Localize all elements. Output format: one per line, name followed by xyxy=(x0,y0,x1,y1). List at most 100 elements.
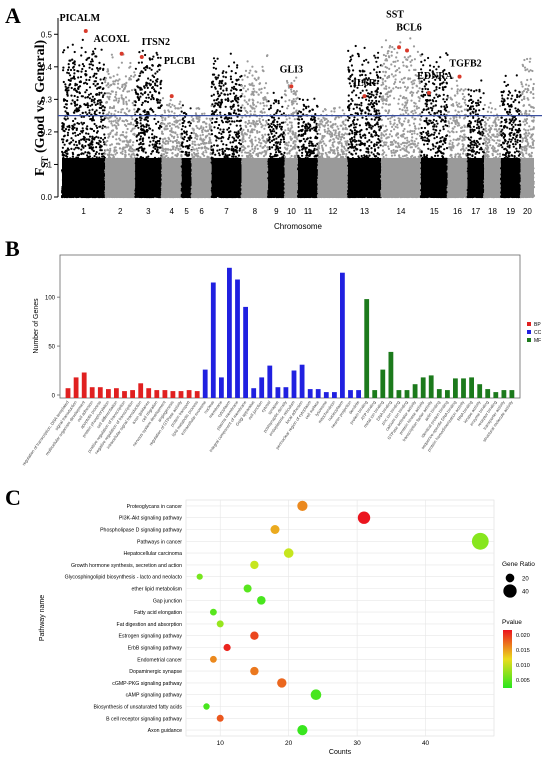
snp-point xyxy=(214,67,218,70)
snp-point xyxy=(107,72,110,75)
chromosome-2-points xyxy=(104,51,137,199)
snp-point xyxy=(151,86,154,89)
snp-point xyxy=(186,146,189,149)
snp-point xyxy=(152,55,155,58)
snp-point xyxy=(231,141,235,144)
snp-point xyxy=(197,106,200,110)
snp-point xyxy=(98,146,101,149)
snp-point xyxy=(65,139,68,143)
snp-band xyxy=(135,157,162,198)
snp-point xyxy=(146,100,150,104)
snp-point xyxy=(143,129,146,132)
snp-point xyxy=(71,128,74,131)
snp-point xyxy=(139,135,142,138)
snp-point xyxy=(217,152,220,155)
snp-point xyxy=(67,78,70,82)
snp-point xyxy=(111,135,114,138)
y-tick-label: 0.1 xyxy=(41,160,53,169)
snp-point xyxy=(246,145,250,148)
snp-point xyxy=(106,68,109,71)
snp-point xyxy=(103,136,107,139)
snp-point xyxy=(122,134,125,137)
snp-point xyxy=(98,125,101,128)
snp-point xyxy=(253,149,256,153)
snp-point xyxy=(210,129,213,132)
snp-point xyxy=(224,82,227,85)
snp-point xyxy=(212,62,215,65)
snp-point xyxy=(148,67,151,70)
snp-point xyxy=(88,56,91,59)
snp-point xyxy=(218,101,222,104)
snp-point xyxy=(129,145,132,148)
snp-point xyxy=(214,102,217,105)
snp-point xyxy=(149,127,152,130)
snp-point xyxy=(77,70,80,73)
snp-point xyxy=(77,76,80,79)
snp-point xyxy=(154,82,157,85)
snp-point xyxy=(180,134,183,137)
snp-point xyxy=(164,155,167,158)
snp-point xyxy=(239,147,242,150)
snp-point xyxy=(233,139,236,142)
snp-point xyxy=(122,120,126,123)
snp-point xyxy=(262,118,265,122)
snp-point xyxy=(239,128,242,131)
snp-point xyxy=(95,141,98,145)
snp-point xyxy=(91,95,94,98)
snp-point xyxy=(73,143,76,146)
snp-point xyxy=(214,60,217,63)
snp-point xyxy=(128,90,131,93)
snp-point xyxy=(211,110,214,113)
snp-point xyxy=(202,142,205,145)
snp-point xyxy=(218,82,221,85)
snp-point xyxy=(181,122,184,125)
snp-point xyxy=(240,94,243,98)
snp-point xyxy=(234,112,238,115)
snp-point xyxy=(115,131,118,134)
snp-point xyxy=(212,57,216,60)
snp-point xyxy=(252,87,255,90)
snp-point xyxy=(232,105,235,108)
snp-point xyxy=(94,103,97,106)
snp-point xyxy=(158,127,161,130)
snp-point xyxy=(92,146,95,149)
snp-point xyxy=(177,147,180,150)
snp-point xyxy=(161,149,164,152)
snp-point xyxy=(118,97,121,100)
snp-point xyxy=(174,107,177,110)
snp-point xyxy=(197,143,200,146)
snp-point xyxy=(175,121,178,124)
snp-band xyxy=(62,157,106,198)
snp-point xyxy=(85,132,88,135)
snp-point xyxy=(114,146,117,149)
snp-point xyxy=(74,134,77,137)
snp-point xyxy=(230,117,233,120)
snp-point xyxy=(146,66,149,69)
snp-point xyxy=(78,109,81,112)
snp-point xyxy=(230,149,233,152)
snp-point xyxy=(198,127,201,130)
snp-point xyxy=(151,136,154,139)
snp-point xyxy=(237,109,240,112)
snp-point xyxy=(146,86,149,89)
snp-point xyxy=(133,133,136,136)
snp-point xyxy=(222,143,225,146)
snp-point xyxy=(161,130,164,133)
snp-point xyxy=(82,129,85,132)
snp-point xyxy=(251,74,254,77)
snp-point xyxy=(91,103,94,106)
snp-point xyxy=(115,142,118,145)
snp-point xyxy=(149,140,152,143)
snp-point xyxy=(120,108,123,111)
snp-point xyxy=(87,104,90,107)
snp-point xyxy=(66,125,69,128)
snp-point xyxy=(156,70,159,73)
snp-point xyxy=(89,104,92,107)
snp-point xyxy=(139,122,142,125)
snp-point xyxy=(218,154,221,157)
snp-point xyxy=(228,116,231,120)
snp-point xyxy=(90,147,93,150)
snp-point xyxy=(78,91,81,94)
snp-point xyxy=(162,153,166,156)
snp-point xyxy=(181,142,184,145)
